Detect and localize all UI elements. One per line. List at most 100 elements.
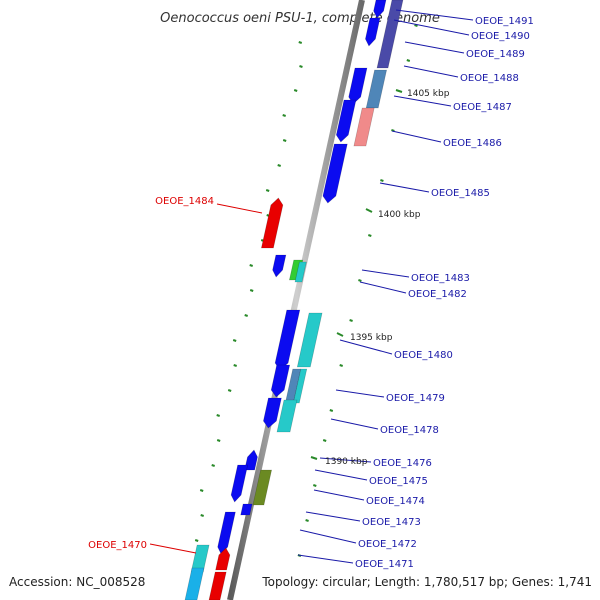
tick-mark-left-5 bbox=[277, 164, 282, 167]
tick-mark-right-4 bbox=[367, 234, 372, 237]
kbp-marker-1405: 1405 kbp bbox=[407, 89, 450, 99]
tick-mark-right-10 bbox=[312, 484, 317, 487]
gene-label-oeoe-1470[interactable]: OEOE_1470 bbox=[88, 540, 147, 551]
gene-feature-24 bbox=[190, 544, 210, 573]
tick-mark-left-20 bbox=[194, 539, 199, 542]
gene-feature-4 bbox=[365, 69, 387, 109]
gene-feature-6 bbox=[353, 107, 375, 147]
gene-feature-1 bbox=[365, 17, 381, 47]
tick-mark-left-0 bbox=[298, 41, 303, 44]
gene-label-oeoe-1486[interactable]: OEOE_1486 bbox=[443, 138, 502, 149]
gene-feature-16 bbox=[292, 368, 308, 404]
genome-summary-text: Topology: circular; Length: 1,780,517 bp… bbox=[261, 575, 592, 589]
gene-feature-14 bbox=[270, 364, 291, 398]
leader-line-11 bbox=[330, 418, 379, 430]
leader-line-14 bbox=[313, 489, 365, 501]
tick-mark-left-11 bbox=[244, 314, 249, 317]
gene-feature-22 bbox=[240, 503, 253, 516]
tick-mark-left-12 bbox=[232, 339, 237, 342]
leader-line-8 bbox=[359, 281, 407, 294]
gene-label-oeoe-1471[interactable]: OEOE_1471 bbox=[355, 559, 414, 570]
genome-backbone bbox=[227, 0, 365, 600]
gene-feature-7 bbox=[322, 143, 348, 204]
gene-label-oeoe-1491[interactable]: OEOE_1491 bbox=[475, 16, 534, 27]
tick-mark-left-3 bbox=[282, 114, 287, 117]
label-leaders bbox=[149, 9, 474, 564]
leader-line-17 bbox=[297, 554, 354, 564]
leader-line-0 bbox=[395, 9, 474, 21]
gene-labels-right: OEOE_1491 OEOE_1490 OEOE_1489 OEOE_1488 … bbox=[355, 16, 534, 570]
gene-feature-18 bbox=[276, 399, 298, 433]
gene-feature-13 bbox=[296, 312, 323, 368]
leader-line-16 bbox=[299, 529, 357, 544]
gene-label-oeoe-1478[interactable]: OEOE_1478 bbox=[380, 425, 439, 436]
tick-mark-left-15 bbox=[216, 414, 221, 417]
gene-label-oeoe-1488[interactable]: OEOE_1488 bbox=[460, 73, 519, 84]
gene-feature-8 bbox=[261, 197, 284, 249]
gene-label-oeoe-1475[interactable]: OEOE_1475 bbox=[369, 476, 428, 487]
tick-mark-left-4 bbox=[282, 139, 287, 142]
gene-label-oeoe-1489[interactable]: OEOE_1489 bbox=[466, 49, 525, 60]
gene-label-oeoe-1472[interactable]: OEOE_1472 bbox=[358, 539, 417, 550]
kbp-marker-1400: 1400 kbp bbox=[378, 210, 421, 220]
tick-mark-left-13 bbox=[233, 364, 238, 367]
gene-label-oeoe-1480[interactable]: OEOE_1480 bbox=[394, 350, 453, 361]
tick-mark-left-10 bbox=[249, 289, 254, 292]
gene-label-oeoe-1482[interactable]: OEOE_1482 bbox=[408, 289, 467, 300]
gene-label-oeoe-1490[interactable]: OEOE_1490 bbox=[471, 31, 530, 42]
kbp-marker-1390: 1390 kbp bbox=[325, 457, 368, 467]
gene-feature-12 bbox=[274, 309, 301, 371]
tick-mark-left-17 bbox=[211, 464, 216, 467]
leader-line-4 bbox=[393, 95, 452, 107]
gene-label-oeoe-1485[interactable]: OEOE_1485 bbox=[431, 188, 490, 199]
tick-mark-left-6 bbox=[265, 189, 270, 192]
tick-mark-right-7 bbox=[339, 364, 344, 367]
tick-mark-left-19 bbox=[200, 514, 205, 517]
gene-feature-21 bbox=[252, 469, 272, 506]
tick-mark-left-9 bbox=[249, 264, 254, 267]
gene-feature-5 bbox=[335, 99, 357, 143]
gene-features bbox=[184, 0, 404, 600]
gene-labels-left: OEOE_1484 OEOE_1470 bbox=[88, 196, 214, 551]
leader-line-6 bbox=[379, 182, 430, 193]
tick-mark-left-1 bbox=[299, 65, 303, 68]
gene-label-oeoe-1479[interactable]: OEOE_1479 bbox=[386, 393, 445, 404]
leader-line-15 bbox=[305, 511, 361, 522]
gene-feature-27 bbox=[208, 571, 227, 600]
gene-feature-17 bbox=[263, 397, 282, 429]
gene-label-oeoe-1473[interactable]: OEOE_1473 bbox=[362, 517, 421, 528]
leader-line-3 bbox=[403, 65, 459, 78]
tick-mark-right-5 bbox=[358, 279, 362, 282]
leader-line-9 bbox=[339, 339, 393, 355]
gene-label-oeoe-1484[interactable]: OEOE_1484 bbox=[155, 196, 214, 207]
tick-mark-right-8 bbox=[329, 409, 334, 412]
gene-feature-0 bbox=[373, 0, 387, 19]
leader-line-12 bbox=[319, 457, 372, 463]
leader-line-13 bbox=[314, 469, 368, 481]
gene-label-oeoe-1474[interactable]: OEOE_1474 bbox=[366, 496, 425, 507]
tick-mark-right-0 bbox=[414, 24, 418, 27]
gene-label-oeoe-1476[interactable]: OEOE_1476 bbox=[373, 458, 432, 469]
accession-text: Accession: NC_008528 bbox=[9, 575, 145, 589]
tick-mark-right-9 bbox=[322, 439, 327, 442]
gene-label-oeoe-1483[interactable]: OEOE_1483 bbox=[411, 273, 470, 284]
gene-feature-25 bbox=[215, 547, 231, 571]
tick-mark-right-11 bbox=[305, 519, 309, 522]
gene-feature-19 bbox=[244, 449, 258, 471]
leader-line-5 bbox=[391, 130, 442, 143]
tick-mark-right-6 bbox=[349, 319, 353, 322]
tick-mark-left-16 bbox=[216, 439, 221, 442]
gene-feature-20 bbox=[230, 464, 249, 503]
tick-mark-left-18 bbox=[199, 489, 204, 492]
leader-line-19 bbox=[149, 543, 197, 554]
gene-feature-11 bbox=[294, 261, 307, 283]
kbp-markers: 1405 kbp 1400 kbp 1395 kbp 1390 kbp bbox=[310, 89, 450, 467]
tick-mark-right-3 bbox=[380, 179, 384, 182]
gene-feature-9 bbox=[272, 254, 287, 278]
leader-line-10 bbox=[335, 389, 385, 398]
gene-feature-2 bbox=[376, 0, 404, 69]
leader-line-7 bbox=[361, 269, 410, 278]
leader-line-18 bbox=[216, 203, 263, 214]
gene-label-oeoe-1487[interactable]: OEOE_1487 bbox=[453, 102, 512, 113]
